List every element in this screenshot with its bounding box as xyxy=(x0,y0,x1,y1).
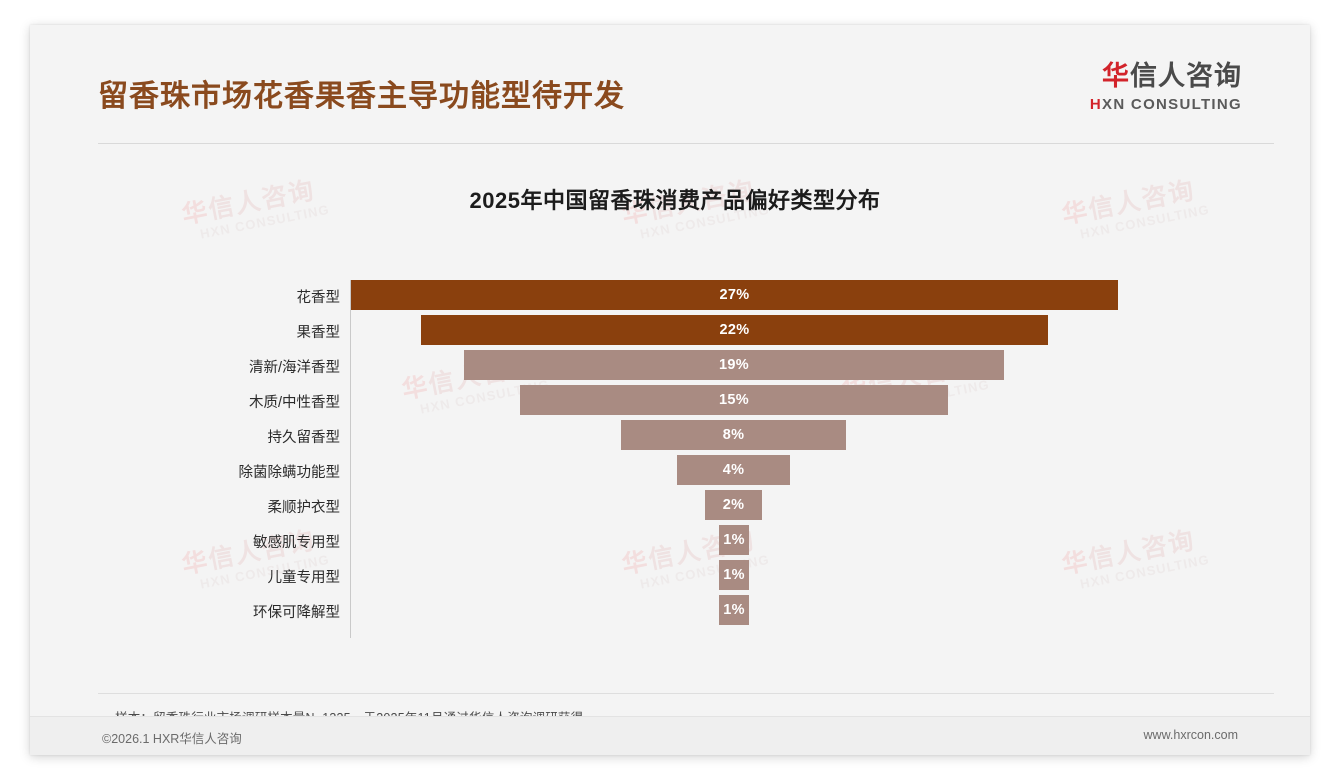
bar-value-label: 27% xyxy=(719,287,750,303)
funnel-row: 果香型 22% xyxy=(90,315,1260,350)
brand-logo-cn-rest: 信人咨询 xyxy=(1130,61,1242,91)
bar-value-label: 4% xyxy=(722,462,745,478)
funnel-row: 除菌除螨功能型 4% xyxy=(90,455,1260,490)
brand-logo-cn: 华信人咨询 xyxy=(1090,63,1242,90)
funnel-row: 柔顺护衣型 2% xyxy=(90,490,1260,525)
website-link[interactable]: www.hxrcon.com xyxy=(1143,728,1238,742)
funnel-bar[interactable]: 8% xyxy=(621,420,846,450)
bar-value-label: 22% xyxy=(719,322,750,338)
slide-container: 华信人咨询 HXN CONSULTING 华信人咨询 HXN CONSULTIN… xyxy=(30,25,1310,755)
slide: 华信人咨询 HXN CONSULTING 华信人咨询 HXN CONSULTIN… xyxy=(30,25,1310,755)
category-label: 花香型 xyxy=(296,290,341,306)
category-label: 清新/海洋香型 xyxy=(248,360,340,376)
chart-axis-line xyxy=(350,280,351,638)
page-title: 留香珠市场花香果香主导功能型待开发 xyxy=(98,80,625,113)
category-label: 环保可降解型 xyxy=(253,605,340,621)
bar-value-label: 15% xyxy=(719,392,749,408)
funnel-row: 木质/中性香型 15% xyxy=(90,385,1260,420)
bar-value-label: 1% xyxy=(723,602,745,618)
bar-value-label: 19% xyxy=(719,357,749,373)
bar-value-label: 2% xyxy=(722,497,745,513)
funnel-bar[interactable]: 1% xyxy=(719,595,749,625)
copyright-text: ©2026.1 HXR华信人咨询 xyxy=(102,732,242,746)
brand-logo-cn-accent: 华 xyxy=(1102,61,1130,91)
bar-value-label: 1% xyxy=(723,532,745,548)
funnel-row: 儿童专用型 1% xyxy=(90,560,1260,595)
category-label: 敏感肌专用型 xyxy=(253,535,340,551)
category-label: 除菌除螨功能型 xyxy=(238,465,341,481)
footer-bar: ©2026.1 HXR华信人咨询 www.hxrcon.com xyxy=(30,716,1310,755)
brand-logo-en-rest: XN CONSULTING xyxy=(1102,96,1242,113)
category-label: 持久留香型 xyxy=(267,430,341,446)
funnel-row: 敏感肌专用型 1% xyxy=(90,525,1260,560)
funnel-bar-track: 19% xyxy=(351,350,1260,381)
funnel-bar-track: 8% xyxy=(351,420,1260,451)
funnel-chart-plot: 花香型 27% 果香型 22% 清新 xyxy=(90,280,1260,638)
brand-logo-en-accent: H xyxy=(1089,96,1103,113)
funnel-bar[interactable]: 27% xyxy=(351,280,1118,310)
funnel-bar-track: 1% xyxy=(351,595,1260,626)
funnel-row: 环保可降解型 1% xyxy=(90,595,1260,630)
funnel-bar-track: 22% xyxy=(351,315,1260,346)
funnel-bar-track: 4% xyxy=(351,455,1260,486)
funnel-bar[interactable]: 1% xyxy=(719,560,749,590)
funnel-bar[interactable]: 2% xyxy=(705,490,762,520)
funnel-row: 清新/海洋香型 19% xyxy=(90,350,1260,385)
funnel-bar[interactable]: 19% xyxy=(464,350,1004,380)
funnel-bar-track: 1% xyxy=(351,560,1260,591)
bar-value-label: 8% xyxy=(722,427,745,443)
funnel-bar[interactable]: 1% xyxy=(719,525,749,555)
funnel-bar-track: 27% xyxy=(351,280,1260,311)
bar-value-label: 1% xyxy=(723,567,745,583)
funnel-bar[interactable]: 22% xyxy=(421,315,1048,345)
title-divider xyxy=(98,143,1274,144)
category-label: 儿童专用型 xyxy=(267,570,341,586)
brand-logo-en: HXN CONSULTING xyxy=(1090,97,1242,112)
funnel-row: 花香型 27% xyxy=(90,280,1260,315)
header: 留香珠市场花香果香主导功能型待开发 华信人咨询 HXN CONSULTING xyxy=(98,63,1270,141)
chart-title: 2025年中国留香珠消费产品偏好类型分布 xyxy=(469,188,881,213)
funnel-bar-track: 1% xyxy=(351,525,1260,556)
source-divider xyxy=(98,693,1274,694)
brand-logo: 华信人咨询 HXN CONSULTING xyxy=(1090,63,1242,113)
category-label: 果香型 xyxy=(296,325,341,341)
funnel-row: 持久留香型 8% xyxy=(90,420,1260,455)
category-label: 柔顺护衣型 xyxy=(267,500,341,516)
category-label: 木质/中性香型 xyxy=(248,395,340,411)
funnel-bar[interactable]: 4% xyxy=(677,455,790,485)
funnel-bar-track: 15% xyxy=(351,385,1260,416)
chart: 2025年中国留香珠消费产品偏好类型分布 花香型 27% 果香型 2 xyxy=(90,165,1260,675)
funnel-bar-track: 2% xyxy=(351,490,1260,521)
funnel-bar[interactable]: 15% xyxy=(520,385,948,415)
